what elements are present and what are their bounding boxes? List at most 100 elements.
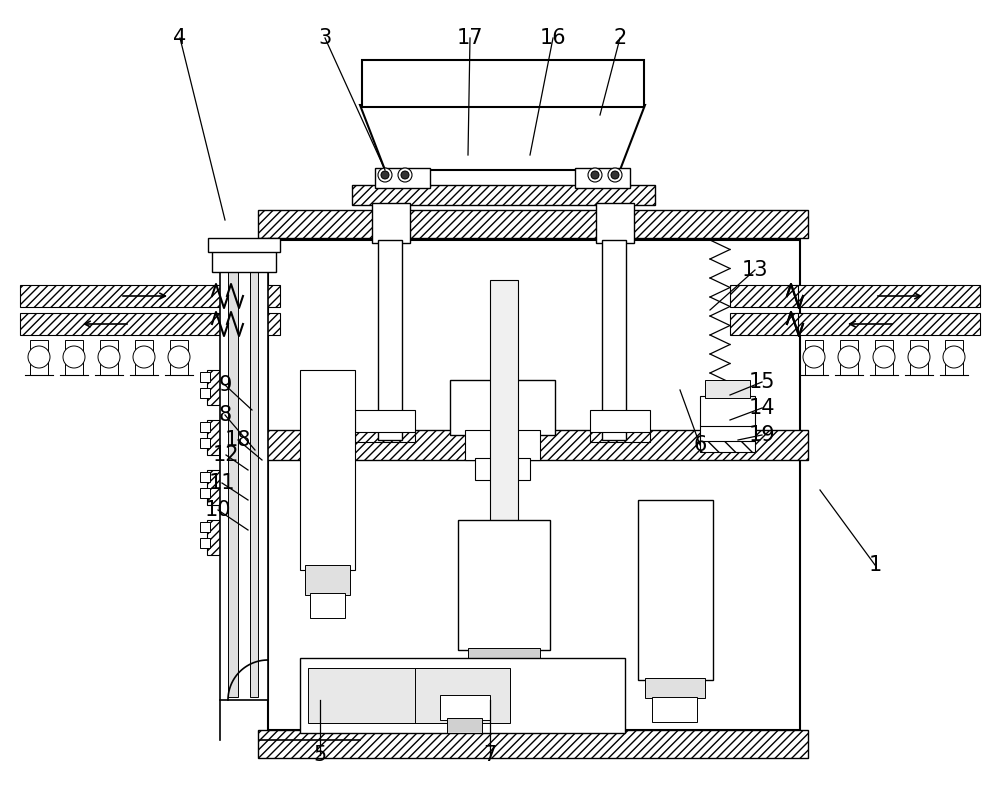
Bar <box>212 250 276 272</box>
Bar <box>207 420 259 455</box>
Bar <box>258 730 808 758</box>
Bar <box>258 210 808 238</box>
Bar <box>875 340 893 375</box>
Text: 14: 14 <box>749 398 775 418</box>
Text: 3: 3 <box>318 28 332 48</box>
Bar <box>300 370 355 570</box>
Text: 16: 16 <box>540 28 566 48</box>
Bar <box>300 658 625 733</box>
Bar <box>235 285 280 307</box>
Bar <box>355 430 415 442</box>
Bar <box>200 422 210 432</box>
Bar <box>100 340 118 375</box>
Text: 8: 8 <box>218 405 232 425</box>
Bar <box>200 522 210 532</box>
Circle shape <box>838 346 860 368</box>
Bar <box>220 270 268 700</box>
Bar <box>135 340 153 375</box>
Text: 7: 7 <box>483 745 497 765</box>
Bar <box>228 272 238 697</box>
Text: 6: 6 <box>693 435 707 455</box>
Bar <box>450 380 555 435</box>
Bar <box>208 238 280 252</box>
Bar <box>652 697 697 722</box>
Bar <box>20 285 240 307</box>
Bar <box>235 313 280 335</box>
Bar <box>20 313 240 335</box>
Bar <box>170 340 188 375</box>
Bar <box>310 593 345 618</box>
Bar <box>447 718 482 733</box>
Bar <box>308 668 443 723</box>
Bar <box>362 60 644 107</box>
Bar <box>352 185 655 205</box>
Circle shape <box>381 171 389 179</box>
Bar <box>575 168 630 188</box>
Bar <box>730 313 798 335</box>
Circle shape <box>943 346 965 368</box>
Text: 15: 15 <box>749 372 775 392</box>
Text: 11: 11 <box>209 473 235 493</box>
Bar <box>200 488 210 498</box>
Bar <box>465 430 540 460</box>
Bar <box>207 370 259 405</box>
Bar <box>305 565 350 595</box>
Circle shape <box>28 346 50 368</box>
Circle shape <box>803 346 825 368</box>
Text: 1: 1 <box>868 555 882 575</box>
Circle shape <box>98 346 120 368</box>
Circle shape <box>611 171 619 179</box>
Bar <box>372 203 410 243</box>
Bar <box>440 695 490 720</box>
Circle shape <box>873 346 895 368</box>
Bar <box>730 285 798 307</box>
Text: 19: 19 <box>749 425 775 445</box>
Circle shape <box>401 171 409 179</box>
Circle shape <box>168 346 190 368</box>
Circle shape <box>63 346 85 368</box>
Circle shape <box>398 168 412 182</box>
Circle shape <box>908 346 930 368</box>
Text: 10: 10 <box>205 500 231 520</box>
Text: 5: 5 <box>313 745 327 765</box>
Text: 12: 12 <box>213 445 239 465</box>
Bar <box>645 678 705 698</box>
Text: 13: 13 <box>742 260 768 280</box>
Bar <box>207 470 259 505</box>
Bar <box>590 430 650 442</box>
Bar <box>65 340 83 375</box>
Bar <box>415 668 510 723</box>
Bar <box>805 340 823 375</box>
Bar <box>602 240 626 440</box>
Bar <box>375 168 430 188</box>
Bar <box>475 458 530 480</box>
Bar <box>268 240 800 730</box>
Bar <box>795 313 980 335</box>
Text: 17: 17 <box>457 28 483 48</box>
Bar <box>700 425 755 441</box>
Bar <box>795 285 980 307</box>
Circle shape <box>608 168 622 182</box>
Text: 18: 18 <box>225 430 251 450</box>
Bar <box>475 665 533 685</box>
Bar <box>200 388 210 398</box>
Bar <box>200 472 210 482</box>
Bar <box>590 410 650 432</box>
Bar <box>258 430 808 460</box>
Bar <box>378 240 402 440</box>
Text: 4: 4 <box>173 28 187 48</box>
Bar <box>945 340 963 375</box>
Bar <box>250 272 258 697</box>
Bar <box>910 340 928 375</box>
Text: 9: 9 <box>218 375 232 395</box>
Polygon shape <box>360 105 645 170</box>
Bar <box>490 280 518 565</box>
Bar <box>30 340 48 375</box>
Bar <box>700 440 755 452</box>
Bar <box>200 438 210 448</box>
Bar <box>355 410 415 432</box>
Circle shape <box>378 168 392 182</box>
Bar <box>458 520 550 650</box>
Bar <box>596 203 634 243</box>
Text: 2: 2 <box>613 28 627 48</box>
